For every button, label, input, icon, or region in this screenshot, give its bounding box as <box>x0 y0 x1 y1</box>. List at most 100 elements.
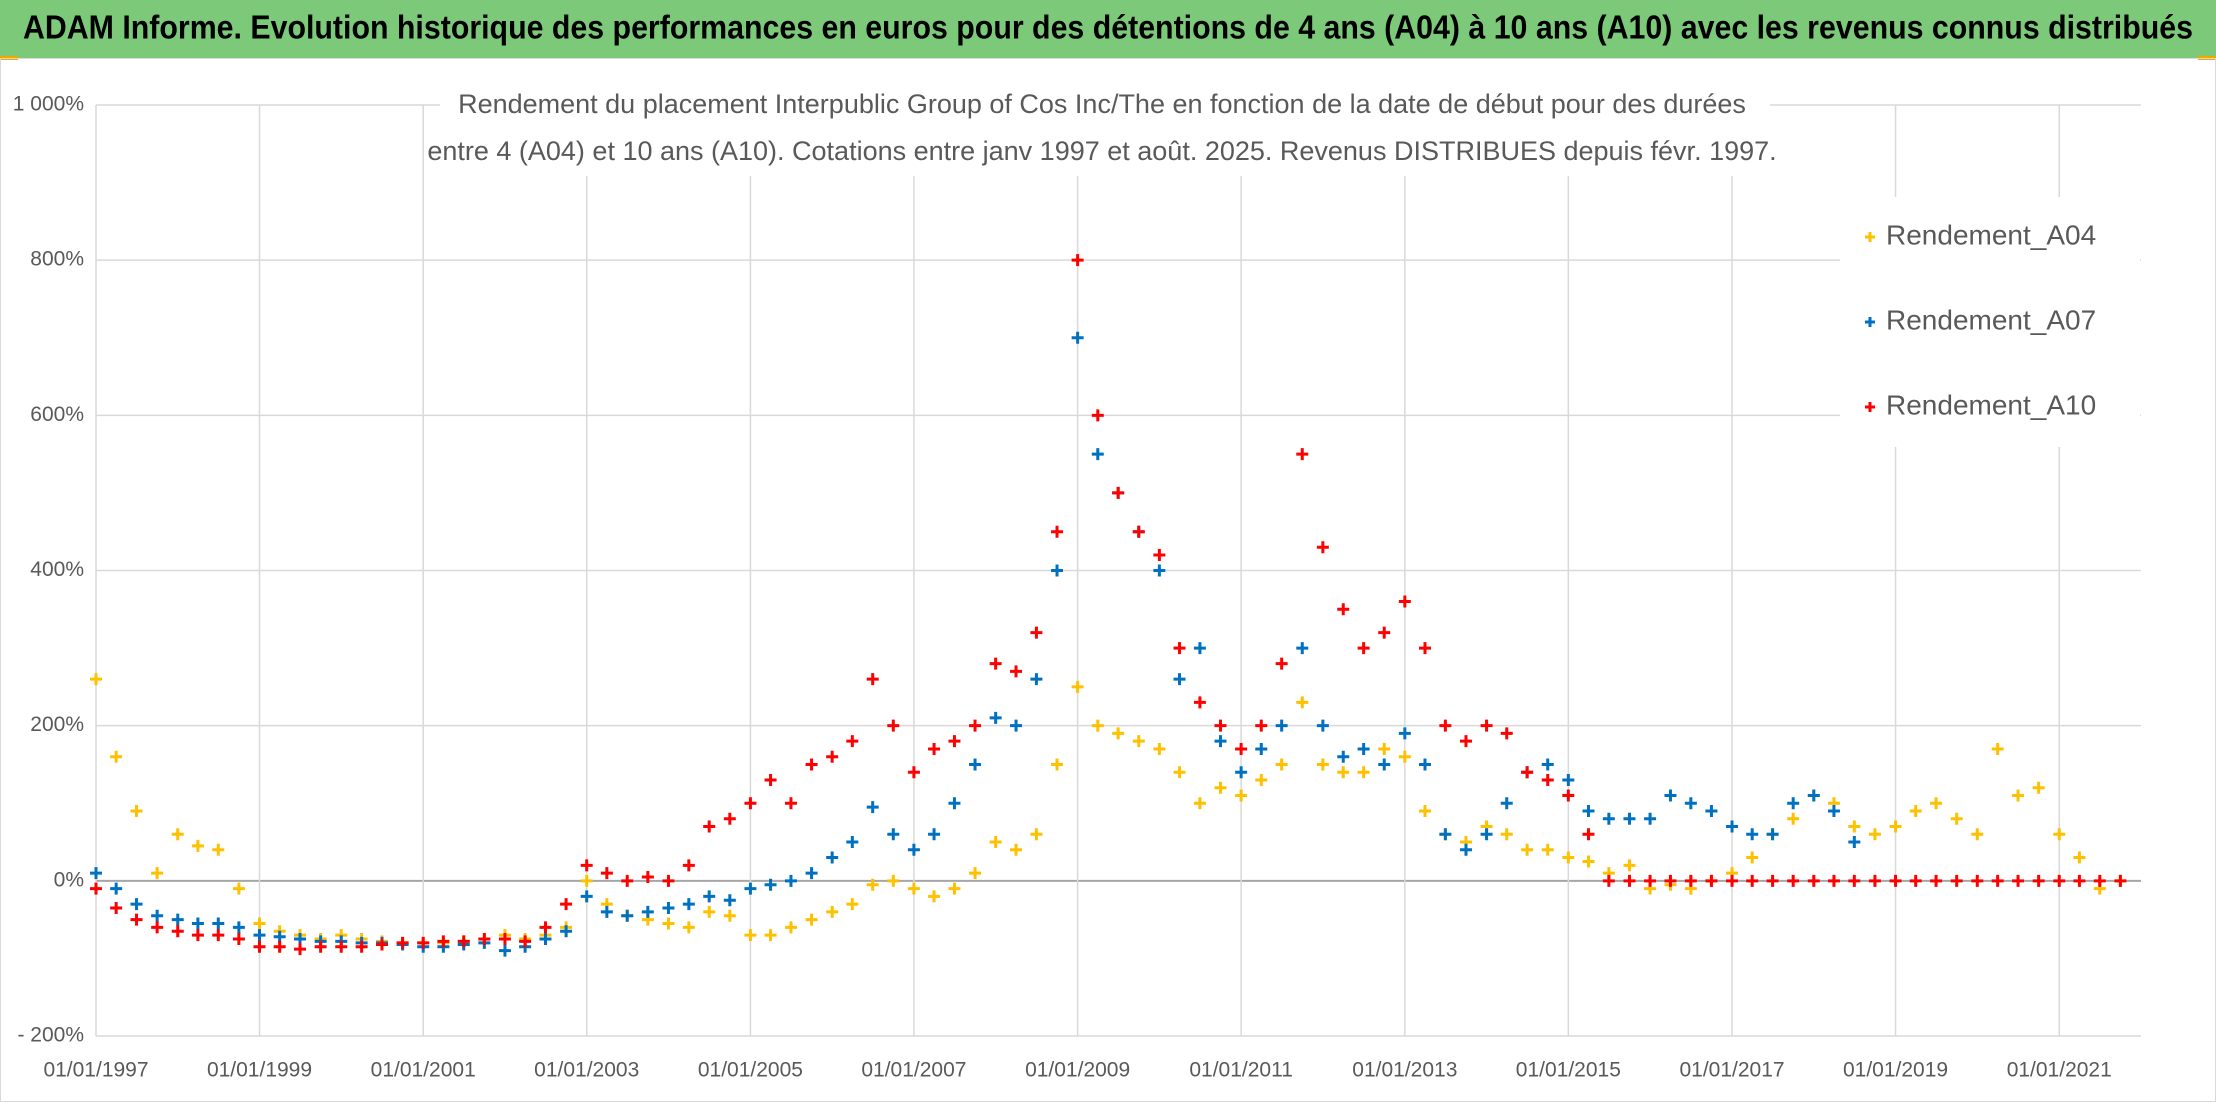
legend-marker <box>1865 232 1875 242</box>
data-point <box>1623 859 1636 872</box>
data-point <box>1848 836 1861 849</box>
data-point <box>1971 828 1984 841</box>
data-point <box>1766 874 1779 887</box>
data-point <box>805 758 818 771</box>
data-point <box>662 874 675 887</box>
data-point <box>171 913 184 926</box>
data-point <box>90 882 102 895</box>
data-point <box>1787 812 1800 825</box>
data-point <box>744 882 757 895</box>
data-point <box>784 921 797 934</box>
data-point <box>1378 758 1391 771</box>
data-point <box>764 773 777 786</box>
data-point <box>1235 789 1248 802</box>
data-point <box>560 898 573 911</box>
data-point <box>1316 758 1329 771</box>
legend-label: Rendement_A10 <box>1886 389 2096 420</box>
data-point <box>1521 843 1534 856</box>
data-point <box>1357 642 1370 655</box>
data-point <box>335 940 348 953</box>
data-point <box>1173 642 1186 655</box>
data-point <box>253 940 266 953</box>
x-tick-label: 01/01/2007 <box>861 1059 966 1082</box>
data-point <box>1889 820 1902 833</box>
data-point <box>580 859 593 872</box>
data-point <box>1091 719 1104 732</box>
data-point <box>1091 448 1104 461</box>
data-point <box>498 933 511 946</box>
data-point <box>273 930 286 943</box>
data-point <box>1500 797 1513 810</box>
data-point <box>1644 874 1657 887</box>
data-point <box>171 925 184 938</box>
data-point <box>273 940 286 953</box>
data-point <box>560 925 573 938</box>
data-point <box>1153 548 1166 561</box>
data-point <box>1214 719 1227 732</box>
data-point <box>212 917 225 930</box>
data-point <box>887 719 900 732</box>
data-point <box>682 859 695 872</box>
data-point <box>171 828 184 841</box>
data-point <box>887 874 900 887</box>
data-point <box>1868 874 1881 887</box>
data-point <box>1746 828 1759 841</box>
x-tick-label: 01/01/2019 <box>1843 1059 1948 1082</box>
data-point <box>1827 874 1840 887</box>
data-point <box>846 898 859 911</box>
data-point <box>1132 525 1145 538</box>
data-point <box>2093 874 2106 887</box>
data-point <box>1950 812 1963 825</box>
data-point <box>191 929 204 942</box>
data-point <box>1357 766 1370 779</box>
plot-marks <box>90 254 2127 957</box>
data-point <box>90 867 102 880</box>
data-point <box>1255 742 1268 755</box>
data-point <box>1562 773 1575 786</box>
data-point <box>1500 727 1513 740</box>
data-point <box>1746 874 1759 887</box>
data-point <box>1255 719 1268 732</box>
data-point <box>1010 665 1023 678</box>
chart-title: ADAM Informe. Evolution historique des p… <box>23 9 2193 46</box>
data-point <box>1173 673 1186 686</box>
data-point <box>1664 874 1677 887</box>
grid: - 200% 0% 200% 400% 600% 800% 1 000% 01/01/1997… <box>13 93 2141 1082</box>
chart-subtitle: Rendement du placement Interpublic Group… <box>458 89 1746 119</box>
data-point <box>519 935 532 948</box>
data-point <box>151 867 164 880</box>
data-point <box>1030 828 1043 841</box>
data-point <box>1112 486 1125 499</box>
data-point <box>1378 742 1391 755</box>
data-point <box>90 673 102 686</box>
data-point <box>969 719 982 732</box>
data-point <box>1991 742 2004 755</box>
data-point <box>1602 812 1615 825</box>
data-point <box>2114 874 2127 887</box>
data-point <box>191 839 204 852</box>
data-point <box>1500 828 1513 841</box>
data-point <box>2053 874 2066 887</box>
data-point <box>539 921 552 934</box>
data-point <box>151 909 164 922</box>
data-point <box>907 882 920 895</box>
data-point <box>212 929 225 942</box>
data-point <box>784 874 797 887</box>
data-point <box>641 905 654 918</box>
legend-box <box>1840 197 2140 447</box>
data-point <box>989 711 1002 724</box>
data-point <box>110 750 123 763</box>
data-point <box>1153 742 1166 755</box>
data-point <box>457 935 470 948</box>
data-point <box>1193 797 1206 810</box>
data-point <box>682 898 695 911</box>
legend-marker <box>1865 317 1875 327</box>
x-tick-label: 01/01/2009 <box>1025 1059 1130 1082</box>
legend-label: Rendement_A04 <box>1886 219 2096 250</box>
data-point <box>1255 773 1268 786</box>
data-point <box>1930 874 1943 887</box>
data-point <box>2012 874 2025 887</box>
data-point <box>1930 797 1943 810</box>
data-point <box>1726 820 1739 833</box>
data-point <box>1398 595 1411 608</box>
